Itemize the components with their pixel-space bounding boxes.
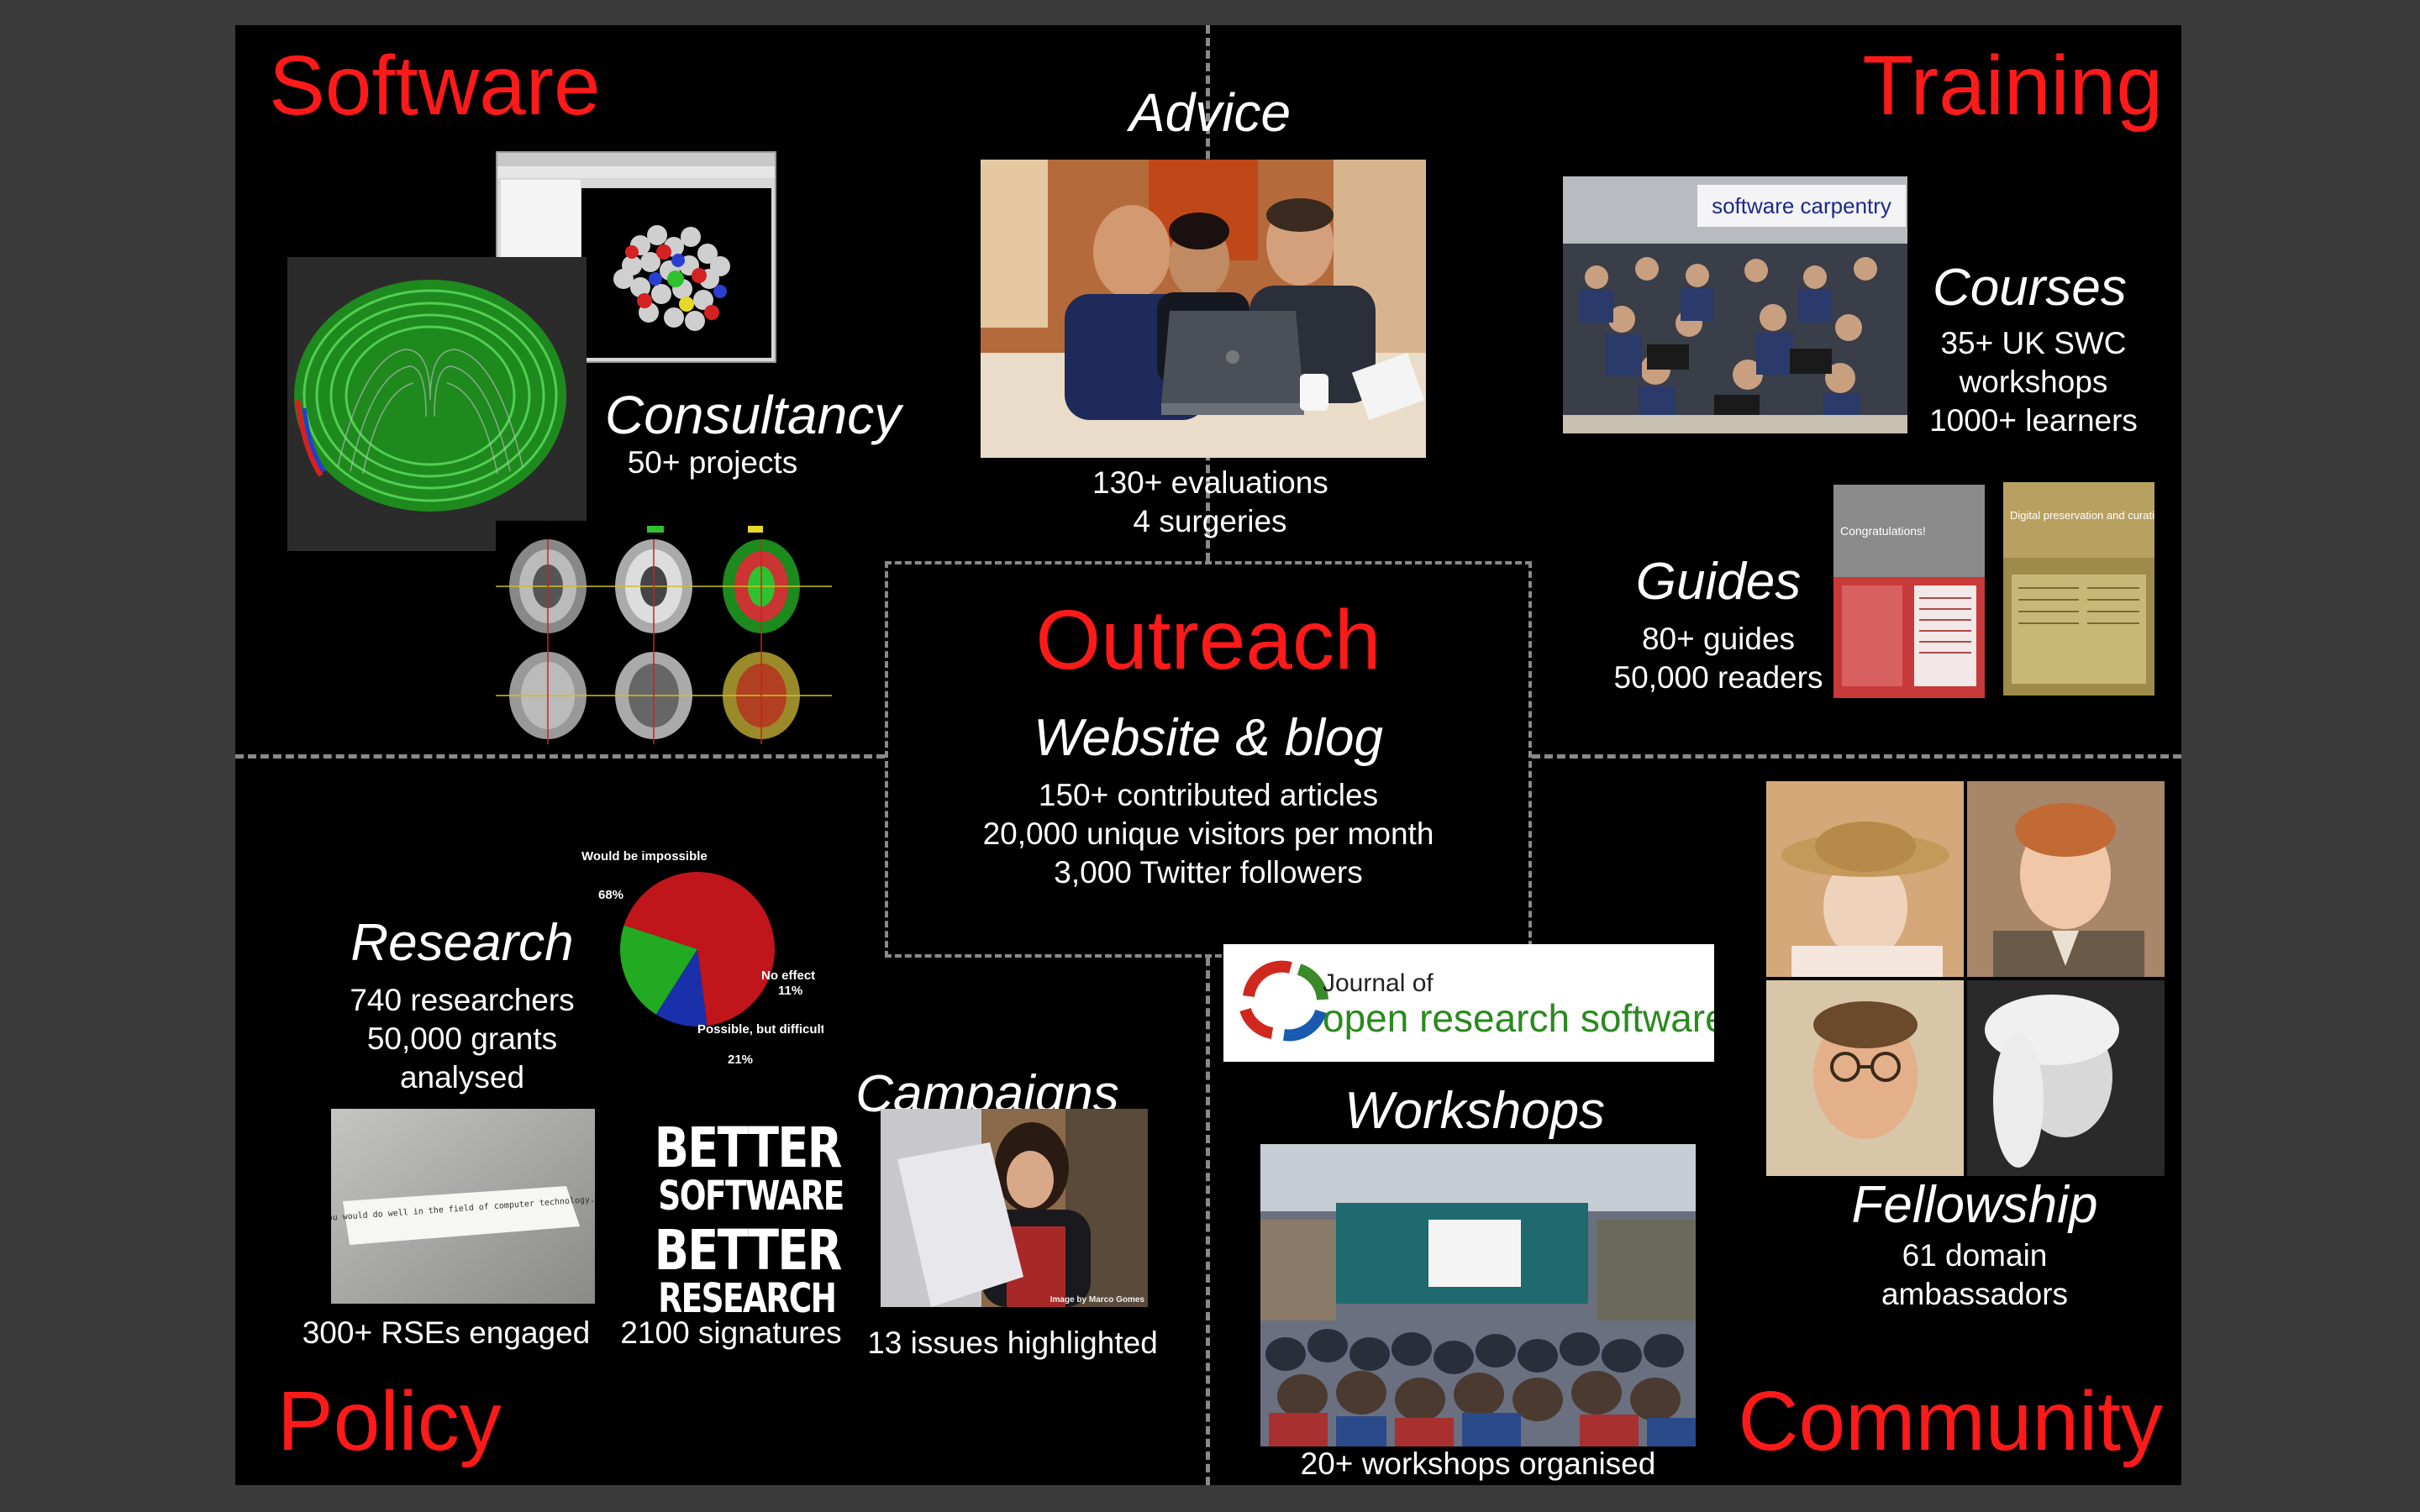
bsbr-line-3: RESEARCH xyxy=(658,1275,837,1322)
fortune-cookie-photo: You would do well in the field of comput… xyxy=(331,1109,595,1304)
divider-horizontal-left xyxy=(235,754,885,759)
outreach-stat-1: 20,000 unique visitors per month xyxy=(982,816,1434,851)
pie-pct-possible: 21% xyxy=(728,1053,753,1067)
outreach-stat-2: 3,000 Twitter followers xyxy=(1054,855,1363,890)
guides-stat-0: 80+ guides xyxy=(1641,622,1796,656)
guides-stat-1: 50,000 readers xyxy=(1613,660,1823,695)
research-stat-1: 50,000 grants xyxy=(366,1021,558,1056)
slide: Software Training Policy Community xyxy=(235,25,2181,1485)
pie-slice-1 xyxy=(655,949,708,1026)
research-stats: 740 researchers 50,000 grants analysed xyxy=(319,981,605,1097)
software-window-screenshot xyxy=(496,151,776,363)
research-stat-2: analysed xyxy=(399,1060,525,1095)
courses-stat-0: 35+ UK SWC xyxy=(1940,326,2127,360)
pie-pct-no-effect: 11% xyxy=(778,984,802,998)
bsbr-line-2: BETTER xyxy=(654,1218,843,1283)
advice-photo xyxy=(981,160,1426,458)
guide-document-1: Congratulations! xyxy=(1833,485,1985,698)
fellowship-title: Fellowship xyxy=(1851,1176,2098,1234)
journal-line-1: Journal of xyxy=(1323,969,1434,997)
courses-stat-2: 1000+ learners xyxy=(1929,403,2138,438)
advice-stats: 130+ evaluations 4 surgeries xyxy=(1092,464,1328,541)
quadrant-title-community: Community xyxy=(1738,1374,2163,1468)
better-software-logo: BETTER SOFTWARE BETTER RESEARCH xyxy=(637,1116,845,1322)
campaigns-photo-credit: Image by Marco Gomes xyxy=(1050,1295,1145,1305)
fellowship-stats: 61 domain ambassadors xyxy=(1849,1236,2101,1314)
pie-pct-impossible: 68% xyxy=(598,888,623,902)
courses-banner-text: software carpentry xyxy=(1712,193,1891,218)
advice-stat-1: 4 surgeries xyxy=(1133,504,1287,538)
bsbr-line-0: BETTER xyxy=(654,1116,843,1180)
guide-document-2-heading: Digital preservation and curation xyxy=(2010,509,2154,522)
advice-stat-0: 130+ evaluations xyxy=(1092,465,1328,500)
outreach-stat-0: 150+ contributed articles xyxy=(1038,778,1379,812)
research-stat-0: 740 researchers xyxy=(350,983,575,1017)
guides-stats: 80+ guides 50,000 readers xyxy=(1597,620,1840,697)
consultancy-stat-0: 50+ projects xyxy=(627,445,798,480)
journal-line-2: open research software xyxy=(1323,996,1714,1040)
quadrant-title-training: Training xyxy=(1862,39,2163,133)
fellowship-stat-0: 61 domain xyxy=(1902,1238,2048,1273)
outreach-stats: 150+ contributed articles 20,000 unique … xyxy=(888,776,1528,892)
guide-document-1-heading: Congratulations! xyxy=(1840,524,1926,538)
quadrant-title-policy: Policy xyxy=(277,1374,502,1468)
workshops-photo xyxy=(1260,1144,1696,1446)
outreach-subtitle: Website & blog xyxy=(1034,709,1383,767)
pie-label-possible: Possible, but difficult xyxy=(697,1022,823,1037)
journal-logo: Journal of open research software xyxy=(1223,944,1714,1062)
guide-document-2: Digital preservation and curation xyxy=(2003,482,2154,696)
workshops-title: Workshops xyxy=(1344,1082,1606,1140)
outreach-box: Outreach Website & blog 150+ contributed… xyxy=(885,561,1532,958)
divider-horizontal-right xyxy=(1532,754,2181,759)
pie-label-impossible: Would be impossible xyxy=(581,849,708,864)
bsbr-line-1: SOFTWARE xyxy=(658,1173,844,1220)
fellowship-stat-1: ambassadors xyxy=(1881,1277,2069,1311)
pie-label-no-effect: No effect xyxy=(761,969,815,983)
quadrant-title-software: Software xyxy=(269,39,601,133)
software-torus-render xyxy=(287,257,587,551)
courses-stat-1: workshops xyxy=(1959,365,2108,399)
pie-slice-0 xyxy=(623,872,775,1026)
pie-slice-2 xyxy=(620,925,697,1015)
campaigns-caption: 13 issues highlighted xyxy=(867,1326,1158,1360)
divider-vertical-bottom xyxy=(1206,958,1210,1485)
courses-photo: software carpentry xyxy=(1563,176,1907,433)
signatures-caption: 2100 signatures xyxy=(620,1315,842,1350)
consultancy-stats: 50+ projects xyxy=(613,444,812,482)
campaigns-photo: Image by Marco Gomes xyxy=(881,1109,1148,1307)
courses-stats: 35+ UK SWC workshops 1000+ learners xyxy=(1916,324,2151,440)
outreach-title: Outreach xyxy=(1035,593,1381,687)
workshops-caption: 20+ workshops organised xyxy=(1300,1446,1656,1481)
advice-title: Advice xyxy=(1128,82,1292,143)
guides-title: Guides xyxy=(1635,553,1802,611)
fellowship-photo-grid xyxy=(1766,781,2165,1176)
courses-title: Courses xyxy=(1933,259,2127,317)
research-title: Research xyxy=(350,914,574,972)
rse-caption: 300+ RSEs engaged xyxy=(302,1315,591,1350)
consultancy-title: Consultancy xyxy=(605,385,902,445)
research-pie-chart: Would be impossible 68% No effect 11% Po… xyxy=(581,849,823,1067)
software-brain-scans xyxy=(496,521,832,748)
